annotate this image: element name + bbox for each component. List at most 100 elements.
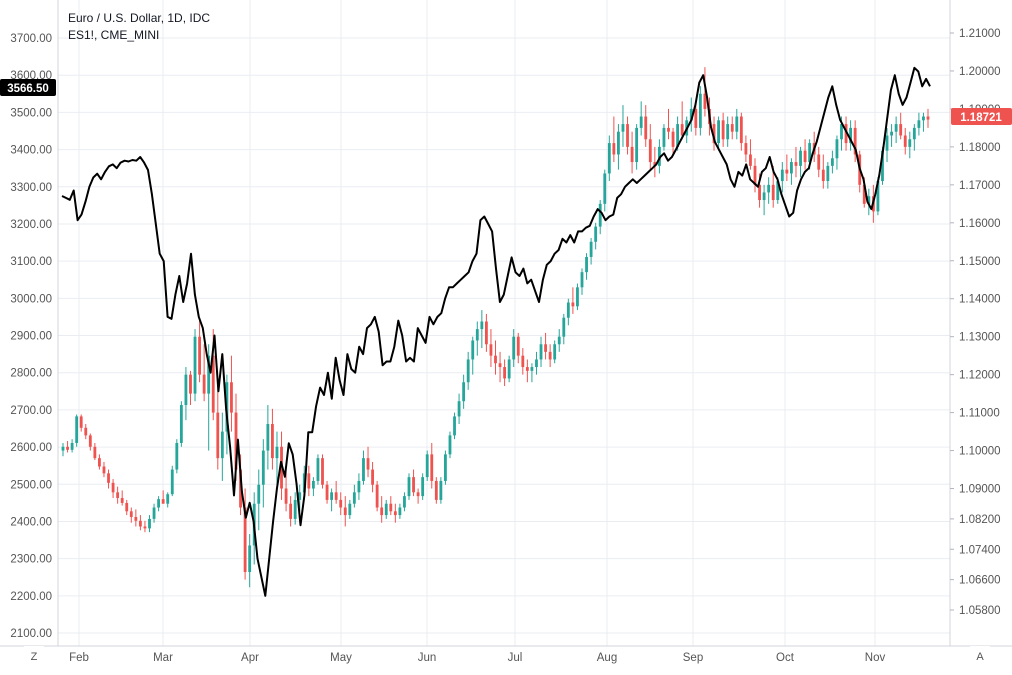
candle — [739, 112, 743, 151]
left-axis-tick-label: 2900.00 — [10, 331, 52, 343]
candle-body — [780, 169, 784, 182]
legend-compare-title[interactable]: ES1!, CME_MINI — [68, 28, 159, 42]
candle-body — [607, 143, 611, 174]
candle — [607, 135, 611, 182]
candle — [553, 340, 557, 364]
candle-body — [393, 511, 397, 516]
candle — [803, 139, 807, 170]
candle — [544, 332, 547, 360]
candle — [375, 480, 379, 512]
candle — [148, 515, 151, 533]
candle — [626, 116, 629, 155]
left-price-axis[interactable]: 3700.003600.003500.003400.003300.003200.… — [10, 33, 52, 640]
candle-body — [894, 124, 898, 132]
candle — [885, 127, 889, 163]
candle — [689, 97, 693, 132]
time-axis-label: Nov — [865, 652, 886, 664]
candle-body — [926, 116, 930, 120]
candle — [603, 169, 607, 212]
auto-scale-z-label[interactable]: Z — [31, 651, 38, 663]
time-axis[interactable]: Feb Mar Apr May Jun Jul Aug Sep Oct Nov — [69, 652, 885, 664]
candle — [662, 124, 666, 151]
candle — [826, 162, 830, 189]
candle-body — [88, 435, 92, 447]
candle-body — [785, 169, 789, 174]
candle — [507, 355, 511, 383]
candle — [170, 465, 174, 497]
candle — [912, 124, 916, 151]
candle-body — [143, 526, 147, 529]
candle-body — [189, 374, 192, 394]
candle-body — [776, 181, 780, 201]
candle-body — [289, 503, 293, 519]
candle-body — [662, 127, 666, 147]
right-axis-tick-label: 1.15000 — [959, 256, 1001, 268]
candle-body — [589, 241, 593, 257]
candle-body — [767, 184, 771, 193]
candle — [434, 477, 438, 504]
right-axis-tick-label: 1.09000 — [959, 484, 1001, 496]
candle — [321, 454, 324, 489]
candle-body — [416, 492, 420, 497]
right-price-axis[interactable]: 1.210001.200001.190001.180001.170001.160… — [950, 28, 1001, 617]
candle — [799, 146, 802, 178]
candle-body — [849, 127, 853, 144]
candle-body — [744, 143, 748, 155]
candle-body — [398, 507, 402, 516]
candle-body — [803, 150, 807, 163]
candle-body — [735, 116, 739, 132]
candle-body — [339, 499, 343, 508]
candle-body — [835, 139, 839, 159]
candle-body — [257, 484, 261, 504]
candle — [138, 515, 142, 531]
candle — [289, 496, 293, 527]
right-axis-tick-label: 1.21000 — [959, 28, 1001, 40]
candle — [152, 503, 156, 523]
candle — [617, 124, 620, 170]
candle — [735, 108, 739, 140]
candle — [266, 405, 270, 470]
candle — [243, 488, 247, 580]
candle — [189, 370, 192, 406]
candle — [712, 116, 716, 151]
candle-body — [307, 473, 311, 489]
candle-body — [170, 469, 174, 495]
right-axis-auto-button[interactable]: A — [970, 646, 990, 666]
candle — [107, 469, 110, 489]
candle-body — [384, 503, 388, 516]
candle-body — [316, 458, 320, 481]
candle — [462, 374, 466, 409]
left-axis-tick-label: 3100.00 — [10, 256, 52, 268]
candle — [93, 442, 97, 461]
candle — [639, 101, 643, 136]
legend-symbol-title[interactable]: Euro / U.S. Dollar, 1D, IDC — [68, 11, 210, 25]
candle-body — [70, 442, 74, 450]
candle-body — [676, 124, 680, 147]
candle-body — [348, 503, 352, 516]
candle — [334, 480, 338, 504]
candle — [84, 423, 88, 440]
candle — [111, 479, 115, 499]
candle-body — [152, 507, 156, 519]
candle — [744, 135, 748, 163]
candle-body — [717, 120, 720, 144]
candle-body — [498, 363, 502, 368]
candle-body — [917, 120, 921, 128]
candle-body — [576, 287, 579, 307]
candle-body — [808, 143, 812, 163]
candle — [393, 503, 397, 523]
candle-body — [107, 473, 110, 483]
left-axis-tick-label: 3000.00 — [10, 293, 52, 305]
right-axis-tick-label: 1.18000 — [959, 142, 1001, 154]
candle — [193, 329, 197, 402]
candle — [853, 120, 857, 163]
candle — [867, 188, 871, 216]
candle — [157, 496, 161, 512]
time-axis-label: Mar — [153, 652, 173, 664]
candle — [671, 127, 675, 155]
candle — [576, 283, 579, 311]
auto-scale-a-label[interactable]: A — [976, 651, 984, 663]
candle-body — [657, 146, 661, 166]
left-axis-scale-button[interactable]: Z — [24, 646, 44, 666]
